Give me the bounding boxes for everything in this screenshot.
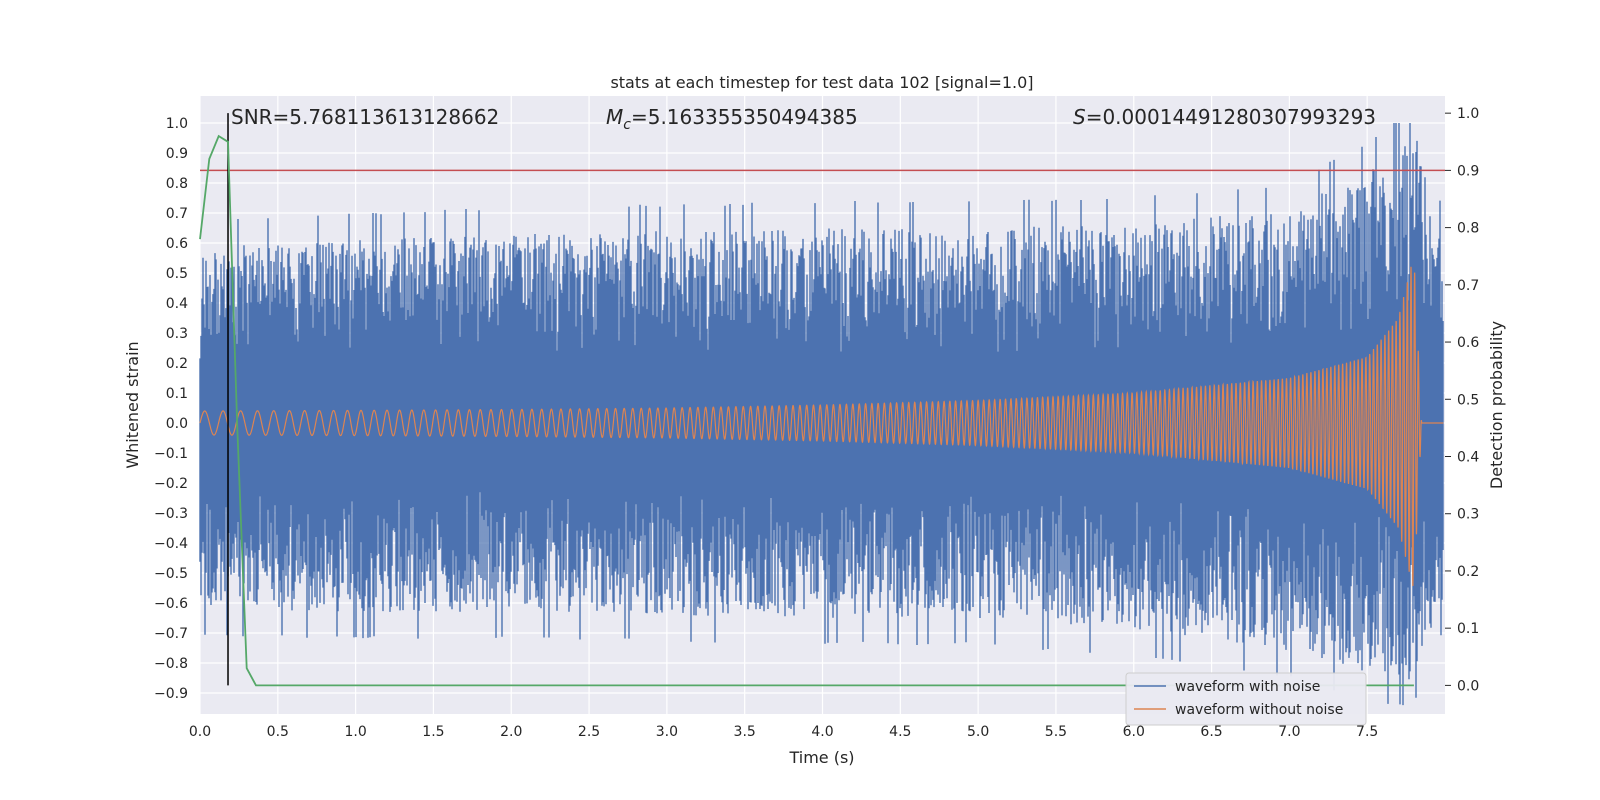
y-tick-label: 0.0 [166,416,188,432]
annotation-mc: Mc=5.163355350494385 [606,105,858,133]
y-tick-label: 0.6 [166,236,188,252]
x-tick-label: 7.5 [1356,724,1378,740]
y2-tick-label: 0.1 [1457,621,1479,637]
annotation-snr: SNR=5.768113613128662 [231,105,499,129]
y-tick-label: 1.0 [166,116,188,132]
x-tick-label: 1.0 [344,724,366,740]
y-tick-label: −0.9 [154,686,188,702]
chart-title: stats at each timestep for test data 102… [610,73,1033,92]
y2-tick-label: 0.8 [1457,221,1479,237]
x-tick-label: 4.0 [811,724,833,740]
x-tick-label: 4.5 [889,724,911,740]
annotation-mc-symbol: M [606,105,623,129]
x-axis-label: Time (s) [788,748,854,767]
y2-tick-label: 0.7 [1457,278,1479,294]
x-tick-label: 2.5 [578,724,600,740]
x-tick-label: 6.0 [1123,724,1145,740]
annotation-mc-value: =5.163355350494385 [631,105,858,129]
clean-waveform-path [199,266,1444,587]
legend-box [1125,672,1367,726]
y-tick-label: 0.9 [166,146,188,162]
y2-tick-label: 0.5 [1457,392,1479,408]
x-tick-label: 7.0 [1278,724,1300,740]
y-tick-label: 0.3 [166,326,188,342]
annotation-s-value: =0.00014491280307993293 [1086,105,1376,129]
x-tick-label: 2.0 [500,724,522,740]
y2-tick-label: 0.3 [1457,507,1479,523]
y-tick-label: −0.5 [154,566,188,582]
y2-tick-label: 1.0 [1457,106,1479,122]
y-tick-label: −0.2 [154,476,188,492]
x-tick-label: 6.5 [1200,724,1222,740]
detection-probability-line [199,134,1414,687]
y2-axis-label: Detection probability [1487,321,1506,489]
y2-tick-label: 0.6 [1457,335,1479,351]
y-tick-label: 0.7 [166,206,188,222]
annotation-s: S=0.00014491280307993293 [1073,105,1376,129]
y2-tick-label: 0.4 [1457,450,1479,466]
overlay-lines [199,113,1445,687]
y-axis-label: Whitened strain [123,341,142,468]
series-waveform-without-noise [199,266,1444,587]
y-tick-label: −0.4 [154,536,188,552]
x-tick-label: 3.5 [734,724,756,740]
y-tick-label: −0.7 [154,626,188,642]
x-tick-label: 5.5 [1045,724,1067,740]
y-tick-label: −0.8 [154,656,188,672]
legend: waveform with noise waveform without noi… [1125,672,1367,726]
annotation-s-symbol: S [1073,105,1086,129]
x-tick-label: 5.0 [967,724,989,740]
y-tick-label: 0.5 [166,266,188,282]
legend-label-noise: waveform with noise [1175,679,1320,695]
y2-tick-label: 0.0 [1457,678,1479,694]
y-tick-label: −0.1 [154,446,188,462]
y-tick-label: 0.2 [166,356,188,372]
y2-tick-label: 0.9 [1457,163,1479,179]
x-tick-label: 0.0 [189,724,211,740]
x-tick-label: 0.5 [267,724,289,740]
y2-tick-label: 0.2 [1457,564,1479,580]
annotation-mc-subscript: c [623,117,631,133]
y-tick-label: 0.4 [166,296,188,312]
y-tick-label: −0.6 [154,596,188,612]
y-tick-label: 0.1 [166,386,188,402]
x-tick-label: 1.5 [422,724,444,740]
axes: 0.0 0.5 1.0 1.5 2.0 2.5 3.0 3.5 4.0 4.5 5.0 5.5 6.0 6… [154,106,1479,740]
legend-label-clean: waveform without noise [1175,702,1343,718]
x-tick-label: 3.0 [656,724,678,740]
y-tick-label: 0.8 [166,176,188,192]
y-tick-label: −0.3 [154,506,188,522]
